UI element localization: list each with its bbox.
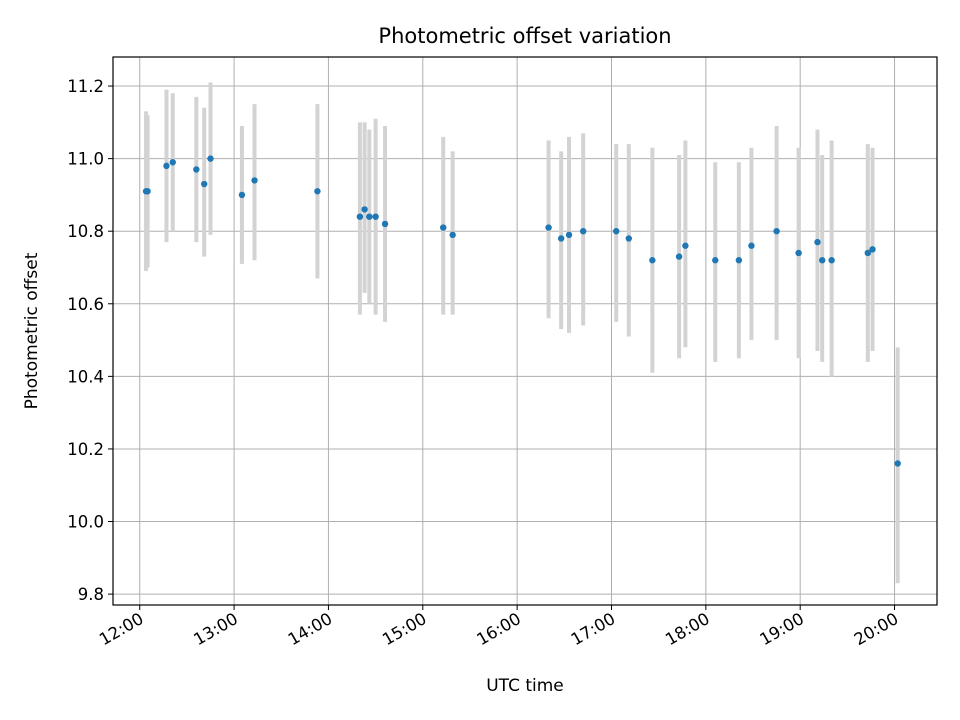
data-point xyxy=(579,227,587,235)
data-point xyxy=(613,227,620,235)
y-axis-label: Photometric offset xyxy=(22,252,42,409)
data-point xyxy=(795,249,802,257)
data-point xyxy=(169,159,176,166)
data-point xyxy=(356,213,364,220)
y-tick-label: 11.2 xyxy=(67,77,104,96)
y-tick-label: 11.0 xyxy=(67,150,104,169)
data-point xyxy=(814,238,821,246)
data-point xyxy=(207,155,214,162)
y-tick-label: 9.8 xyxy=(78,585,104,604)
data-point xyxy=(894,460,901,467)
data-point xyxy=(314,188,321,195)
data-point xyxy=(238,191,246,199)
data-points xyxy=(142,155,901,467)
data-point xyxy=(869,246,876,253)
data-point xyxy=(675,253,683,260)
data-point xyxy=(440,224,447,231)
chart-title: Photometric offset variation xyxy=(378,24,671,48)
y-tick-label: 10.8 xyxy=(67,222,104,241)
data-point xyxy=(682,242,689,249)
data-point xyxy=(381,220,389,228)
data-point xyxy=(735,257,743,264)
data-point xyxy=(557,235,565,242)
data-point xyxy=(773,227,780,235)
y-axis-ticks: 9.8 10.0 10.2 10.4 10.6 10.8 11.0 11.2 xyxy=(67,77,113,604)
data-point xyxy=(565,231,573,239)
data-point xyxy=(163,162,170,170)
data-point xyxy=(649,257,656,264)
data-point xyxy=(251,177,258,184)
x-axis-label: UTC time xyxy=(486,676,564,696)
y-tick-label: 10.2 xyxy=(67,440,104,459)
data-point xyxy=(864,249,872,257)
data-point xyxy=(819,257,826,264)
data-point xyxy=(748,242,755,249)
y-tick-label: 10.6 xyxy=(67,295,104,314)
plot-frame xyxy=(112,56,938,606)
y-tick-label: 10.0 xyxy=(67,513,104,532)
data-point xyxy=(361,206,368,213)
data-point xyxy=(201,180,208,188)
data-point xyxy=(712,257,719,264)
data-point xyxy=(366,213,373,220)
data-point xyxy=(193,166,200,173)
data-point xyxy=(372,213,379,220)
data-point xyxy=(828,257,835,264)
y-tick-label: 10.4 xyxy=(67,367,104,386)
data-point xyxy=(545,224,552,231)
data-point xyxy=(625,235,632,242)
data-point xyxy=(449,231,456,239)
data-point xyxy=(144,188,151,195)
